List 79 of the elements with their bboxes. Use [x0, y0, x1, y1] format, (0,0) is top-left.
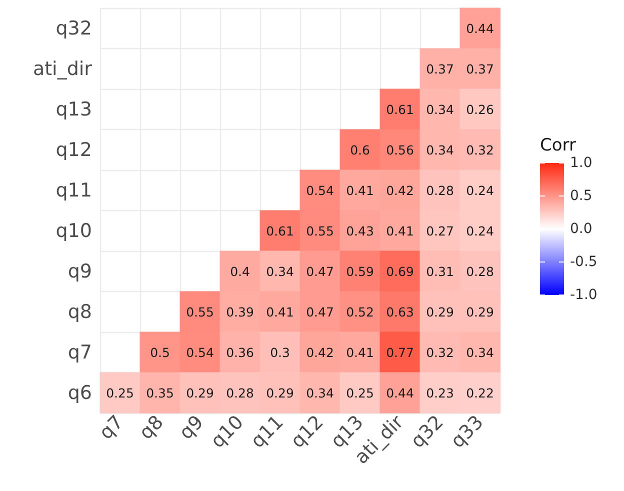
data-label: 0.42 [386, 182, 414, 198]
data-label: 0.34 [466, 344, 494, 360]
color-bar-label: 0.0 [570, 221, 592, 237]
x-tick-label: q32 [406, 411, 448, 452]
y-tick-label: q12 [56, 138, 92, 161]
y-tick-label: q6 [68, 382, 92, 404]
color-bar-label: 0.5 [570, 188, 592, 204]
data-label: 0.35 [146, 385, 174, 400]
data-label: 0.28 [426, 182, 454, 198]
data-label: 0.47 [306, 304, 334, 320]
color-bar-title: Corr [540, 136, 576, 156]
data-label: 0.3 [270, 344, 290, 360]
x-tick-label: q12 [286, 411, 328, 452]
data-label: 0.54 [186, 344, 214, 360]
color-bar-label: -0.5 [570, 254, 598, 270]
data-label: 0.4 [230, 264, 250, 279]
y-tick-label: ati_dir [32, 58, 92, 80]
data-label: 0.29 [426, 304, 454, 320]
data-label: 0.77 [386, 344, 414, 360]
data-label: 0.36 [226, 344, 254, 360]
data-label: 0.44 [386, 385, 414, 400]
data-label: 0.41 [266, 304, 294, 320]
data-label: 0.34 [266, 264, 294, 279]
data-label: 0.61 [386, 102, 414, 117]
data-label: 0.28 [466, 264, 494, 279]
data-label: 0.27 [426, 223, 454, 238]
data-label: 0.34 [426, 102, 454, 117]
data-label: 0.6 [350, 142, 370, 158]
y-tick-label: q11 [56, 179, 92, 202]
data-label: 0.32 [466, 142, 494, 158]
y-tick-label: q10 [56, 220, 92, 242]
x-tick-label: q7 [95, 411, 128, 444]
data-label: 0.26 [466, 102, 494, 117]
data-label: 0.37 [426, 61, 454, 76]
data-label: 0.55 [306, 223, 334, 238]
data-label: 0.56 [386, 142, 414, 158]
data-label: 0.61 [266, 223, 294, 238]
data-label: 0.41 [386, 223, 414, 238]
data-label: 0.59 [346, 264, 374, 279]
x-tick-label: q9 [175, 411, 208, 444]
data-label: 0.42 [306, 344, 334, 360]
data-label: 0.24 [466, 182, 494, 198]
x-tick-label: q10 [206, 411, 248, 452]
y-tick-label: q32 [56, 17, 92, 40]
data-label: 0.25 [346, 385, 374, 400]
data-label: 0.47 [306, 264, 334, 279]
data-label: 0.52 [346, 304, 374, 320]
data-label: 0.29 [266, 385, 294, 400]
data-label: 0.29 [186, 385, 214, 400]
x-tick-label: q11 [246, 411, 288, 452]
data-label: 0.41 [346, 182, 374, 198]
data-label: 0.39 [226, 304, 254, 320]
data-label: 0.31 [426, 264, 454, 279]
data-label: 0.24 [466, 223, 494, 238]
data-label: 0.29 [466, 304, 494, 320]
data-label: 0.34 [426, 142, 454, 158]
data-label: 0.37 [466, 61, 494, 76]
data-label: 0.55 [186, 304, 214, 320]
data-label: 0.41 [346, 344, 374, 360]
color-bar-label: -1.0 [570, 287, 598, 303]
data-label: 0.32 [426, 344, 454, 360]
data-label: 0.54 [306, 182, 334, 198]
y-tick-label: q8 [68, 300, 92, 323]
data-label: 0.28 [226, 385, 254, 400]
data-label: 0.34 [306, 385, 334, 400]
data-label: 0.25 [106, 385, 134, 400]
y-tick-label: q7 [68, 341, 92, 364]
color-bar-label: 1.0 [570, 155, 592, 171]
data-label: 0.43 [346, 223, 374, 238]
data-label: 0.69 [386, 264, 414, 279]
y-tick-label: q13 [56, 98, 92, 120]
data-label: 0.5 [150, 344, 170, 360]
x-tick-label: q8 [135, 411, 168, 444]
y-tick-label: q9 [68, 260, 92, 282]
data-label: 0.44 [466, 20, 494, 36]
data-label: 0.23 [426, 385, 454, 400]
data-label: 0.63 [386, 304, 414, 320]
data-label: 0.22 [466, 385, 494, 400]
x-tick-label: q33 [446, 411, 488, 452]
